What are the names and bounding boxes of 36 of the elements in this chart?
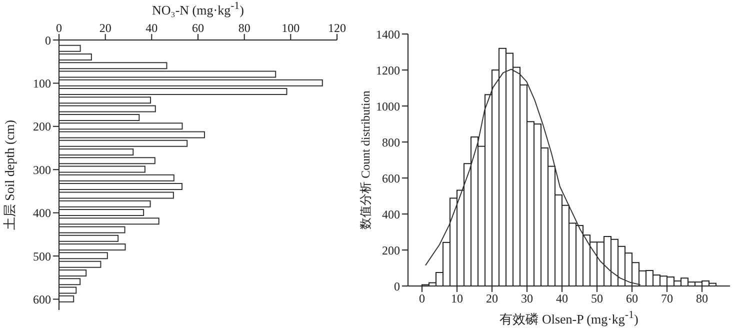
x-tick-label: 0: [56, 21, 62, 35]
y-tick-label: 200: [382, 243, 400, 258]
x-tick-label: 120: [328, 21, 346, 35]
x-tick-label: 10: [451, 292, 463, 306]
y-axis-title: 土层 Soil depth (cm): [1, 120, 18, 230]
x-tick-label: 20: [99, 21, 112, 35]
y-tick-label: 500: [33, 249, 51, 264]
x-tick-label: 50: [591, 292, 603, 306]
bar: [59, 295, 74, 302]
y-tick-label: 1200: [376, 63, 400, 78]
x-tick-label: 100: [282, 21, 300, 35]
x-tick-label: 20: [486, 292, 498, 306]
x-axis-title: NO₃-N (mg·kg$^{-1}$): [151, 0, 245, 18]
x-tick-label: 70: [661, 292, 673, 306]
y-tick-label: 600: [33, 292, 51, 306]
y-axis-title: 数值分析 Count distribution: [358, 90, 374, 230]
y-tick-label: 100: [33, 76, 51, 90]
y-tick-label: 800: [382, 135, 400, 150]
x-tick-label: 40: [556, 292, 568, 306]
y-tick-label: 1000: [376, 99, 400, 114]
y-tick-label: 200: [33, 120, 51, 134]
y-tick-label: 400: [33, 206, 51, 220]
y-tick-label: 0: [45, 33, 51, 48]
x-tick-label: 40: [146, 21, 158, 35]
x-axis-title: 有效磷 Olsen-P (mg·kg$^{-1}$): [498, 309, 640, 328]
y-tick-label: 300: [33, 162, 51, 177]
x-tick-label: 80: [696, 292, 708, 306]
y-tick-label: 1400: [376, 27, 400, 42]
y-tick-label: 400: [382, 207, 400, 222]
y-tick-label: 600: [382, 171, 400, 186]
x-tick-label: 0: [419, 292, 425, 306]
y-tick-label: 0: [394, 279, 400, 294]
x-tick-label: 60: [626, 292, 638, 306]
x-tick-label: 30: [521, 292, 533, 306]
x-tick-label: 60: [192, 21, 204, 35]
x-tick-label: 80: [238, 21, 250, 35]
